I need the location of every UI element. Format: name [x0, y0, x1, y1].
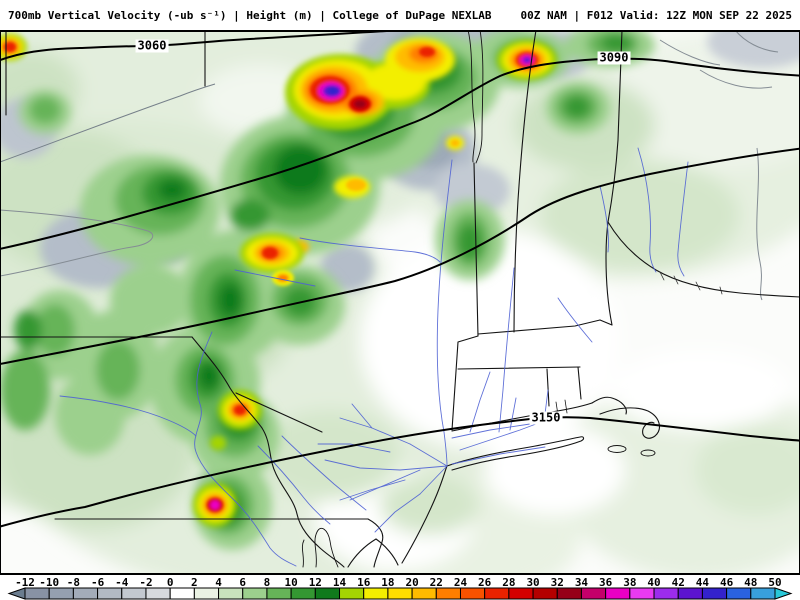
colorbar-tick: 12 — [308, 576, 322, 589]
colorbar-tick: 4 — [215, 576, 222, 589]
model-valid-time: 00Z NAM | F012 Valid: 12Z MON SEP 22 202… — [520, 8, 792, 22]
weather-map-canvas — [0, 30, 800, 575]
colorbar-tick: 6 — [239, 576, 247, 589]
colorbar-tick: 36 — [599, 576, 613, 589]
colorbar-tick: 8 — [263, 576, 271, 589]
colorbar-tick: 16 — [357, 576, 371, 589]
colorbar-tick: 10 — [284, 576, 298, 589]
contour-label: 3150 — [529, 410, 563, 425]
colorbar-tick: 38 — [623, 576, 637, 589]
contour-label: 3060 — [135, 38, 169, 53]
colorbar-tick: 40 — [647, 576, 661, 589]
colorbar-tick: 2 — [191, 576, 198, 589]
height-contours-layer — [0, 30, 800, 528]
colorbar-tick: 30 — [526, 576, 540, 589]
colorbar-tick: 48 — [744, 576, 758, 589]
colorbar-tick: 34 — [574, 576, 589, 589]
colorbar-tick: 50 — [768, 576, 782, 589]
colorbar-tick: -8 — [66, 576, 80, 589]
title-bar: 700mb Vertical Velocity (-ub s⁻¹) | Heig… — [0, 0, 800, 30]
vv-core-centers-layer — [4, 42, 538, 512]
colorbar-tick: 26 — [478, 576, 492, 589]
colorbar-tick: 0 — [166, 576, 174, 589]
colorbar-tick: -12 — [15, 576, 35, 589]
rivers-roads-layer — [59, 147, 689, 567]
colorbar-tick: 32 — [550, 576, 564, 589]
colorbar-tick: 14 — [332, 576, 347, 589]
colorbar-tick: 18 — [381, 576, 395, 589]
colorbar-tick: 42 — [671, 576, 685, 589]
colorbar-tick: 46 — [719, 576, 734, 589]
colorbar-tick: 20 — [405, 576, 419, 589]
colorbar-tick: 22 — [429, 576, 443, 589]
colorbar-tick: -10 — [39, 576, 60, 589]
colorbar-tick: 44 — [695, 576, 710, 589]
colorbar-tick: 24 — [453, 576, 468, 589]
colorbar-tick: -6 — [90, 576, 105, 589]
colorbar-tick: -4 — [115, 576, 129, 589]
colorbar-tick: 28 — [502, 576, 516, 589]
colorbar-tick: -2 — [139, 576, 153, 589]
gray-geography-layer — [0, 30, 779, 301]
colorbar-scale — [7, 587, 793, 600]
product-title: 700mb Vertical Velocity (-ub s⁻¹) | Heig… — [8, 8, 492, 22]
contour-label: 3090 — [597, 50, 631, 65]
colorbar — [0, 587, 800, 600]
